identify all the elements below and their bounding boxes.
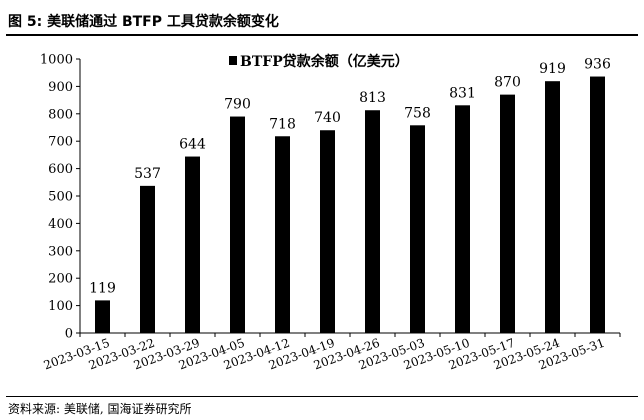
y-tick-label: 400: [48, 217, 73, 232]
legend-label: BTFP贷款余额（亿美元）: [240, 53, 409, 70]
bar: [410, 125, 425, 333]
data-label: 758: [404, 105, 431, 121]
legend-swatch: [229, 56, 237, 65]
bar: [230, 116, 245, 333]
figure-source: 资料来源: 美联储, 国海证券研究所: [8, 402, 192, 416]
data-label: 870: [494, 75, 521, 91]
figure-footer: 资料来源: 美联储, 国海证券研究所: [6, 396, 638, 416]
data-label: 740: [314, 110, 341, 126]
figure-header: 图 5: 美联储通过 BTFP 工具贷款余额变化: [6, 8, 638, 36]
bar: [455, 105, 470, 333]
bar: [590, 76, 605, 333]
figure-title: 图 5: 美联储通过 BTFP 工具贷款余额变化: [8, 14, 279, 30]
y-tick-label: 800: [48, 107, 73, 122]
bar: [275, 136, 290, 333]
bar: [320, 130, 335, 333]
data-label: 537: [134, 166, 161, 182]
y-tick-label: 900: [48, 80, 73, 95]
y-tick-label: 700: [48, 135, 73, 150]
data-label: 790: [224, 97, 251, 113]
bar: [185, 156, 200, 333]
data-label: 813: [359, 90, 386, 106]
y-tick-label: 600: [48, 162, 73, 177]
y-tick-label: 200: [48, 272, 73, 287]
y-tick-label: 500: [48, 190, 73, 205]
y-tick-label: 1000: [40, 53, 73, 68]
data-label: 936: [584, 57, 611, 73]
bar: [95, 300, 110, 333]
y-tick-label: 100: [48, 299, 73, 314]
data-label: 919: [539, 61, 566, 77]
data-label: 831: [449, 85, 476, 101]
y-tick-label: 300: [48, 244, 73, 259]
bar: [545, 81, 560, 333]
bar: [500, 94, 515, 334]
data-label: 718: [269, 116, 296, 132]
y-tick-label: 0: [65, 327, 73, 342]
bar: [365, 110, 380, 333]
bar: [140, 185, 155, 333]
data-label: 644: [179, 137, 206, 153]
data-label: 119: [89, 280, 116, 296]
